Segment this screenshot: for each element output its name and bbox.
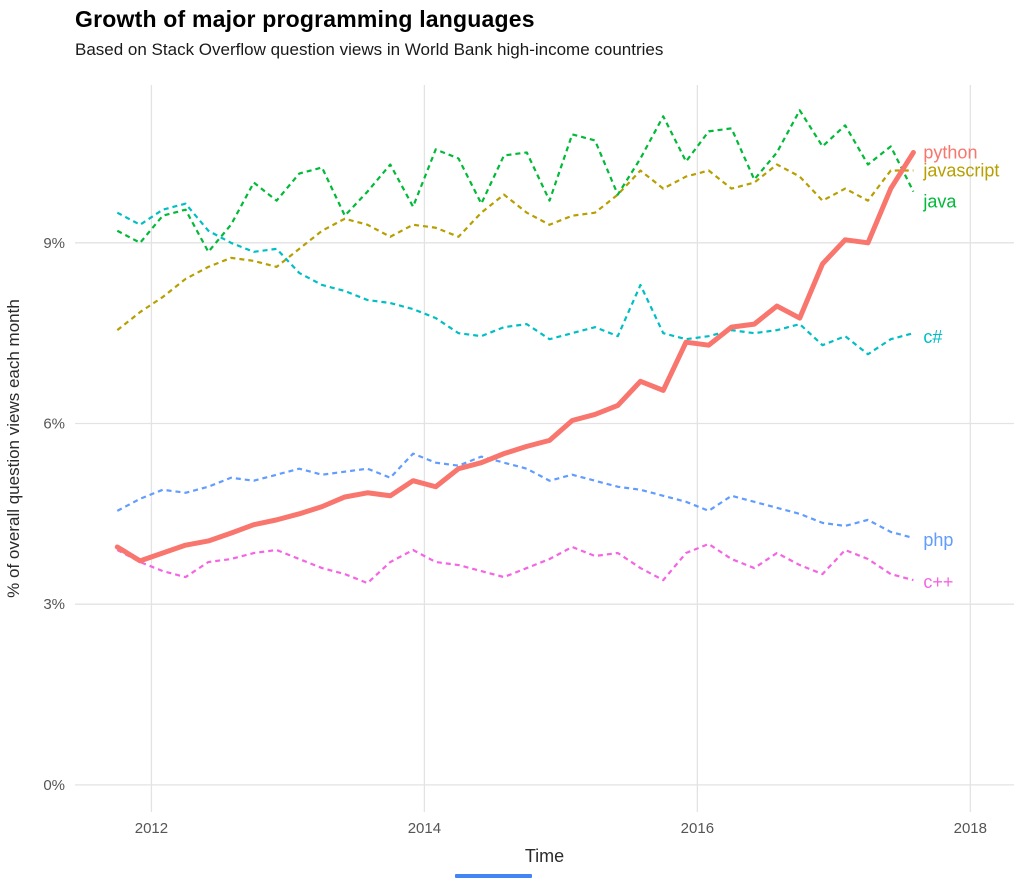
- y-tick-label: 0%: [43, 777, 65, 794]
- x-tick-label: 2014: [408, 820, 441, 837]
- series-label-python: python: [923, 142, 977, 162]
- series-label-csharp: c#: [923, 327, 942, 347]
- series-label-php: php: [923, 530, 953, 550]
- series-line-javascript: [116, 163, 914, 332]
- series-line-php: [116, 452, 914, 540]
- bottom-edge-artifact: [455, 874, 532, 878]
- x-tick-label: 2012: [135, 820, 168, 837]
- y-tick-label: 3%: [43, 596, 65, 613]
- series-label-cpp: c++: [923, 572, 953, 592]
- y-axis-label: % of overall question views each month: [4, 299, 23, 598]
- series-label-java: java: [922, 192, 957, 212]
- chart-subtitle: Based on Stack Overflow question views i…: [75, 40, 664, 59]
- series-line-python: [114, 149, 916, 564]
- y-tick-label: 6%: [43, 416, 65, 433]
- series-label-javascript: javascript: [922, 161, 999, 181]
- series-line-csharp: [116, 202, 914, 356]
- series-line-java: [116, 109, 915, 253]
- x-axis-label: Time: [524, 846, 565, 866]
- x-tick-label: 2016: [681, 820, 714, 837]
- chart-title: Growth of major programming languages: [75, 6, 535, 32]
- series-line-cpp: [116, 542, 914, 585]
- x-tick-label: 2018: [954, 820, 987, 837]
- y-tick-label: 9%: [43, 235, 65, 252]
